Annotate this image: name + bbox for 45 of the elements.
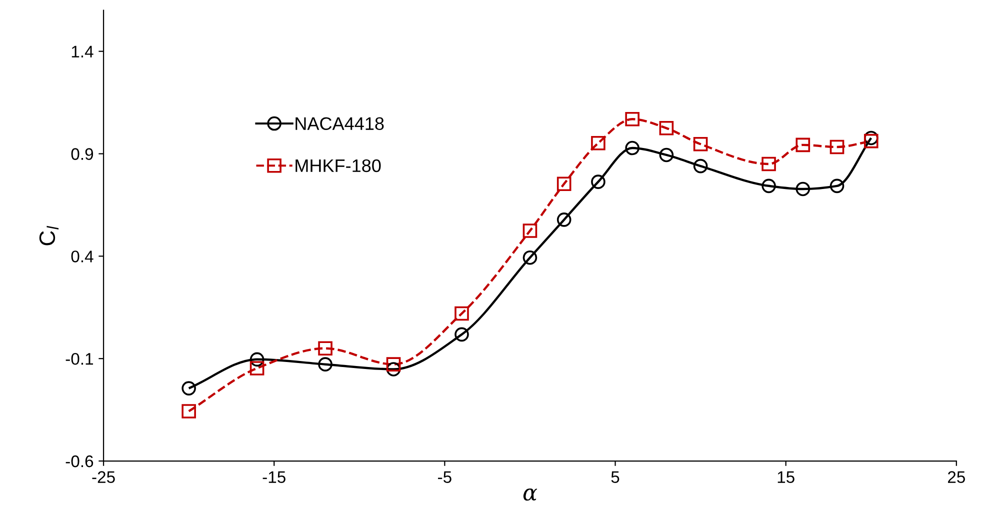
point (659, 120, 674, 136)
point (556, 212, 572, 227)
y-tick-label: -0.6 (66, 455, 94, 468)
point (693, 158, 708, 174)
x-axis-title: α (523, 488, 538, 501)
point (864, 134, 878, 148)
point (625, 112, 640, 126)
point (591, 174, 606, 189)
point (864, 130, 878, 146)
point (182, 404, 196, 418)
point (522, 250, 538, 265)
y-tick-label: -0.1 (66, 353, 93, 365)
y-tick-label: 0.4 (71, 250, 94, 262)
point (318, 357, 332, 372)
point (796, 138, 810, 152)
x-tick-label: 25 (948, 471, 965, 483)
point (386, 362, 401, 376)
x-tick-label: 5 (611, 471, 620, 483)
point (522, 224, 538, 238)
y-tick-label: 1.4 (72, 46, 94, 58)
point (250, 361, 264, 376)
x-tick-label: -25 (92, 471, 115, 483)
x-tick-label: -15 (262, 471, 286, 483)
x-tick-label: 15 (778, 471, 794, 483)
point (830, 140, 844, 154)
legend-label: MHKF-180 (296, 159, 381, 172)
point (796, 182, 810, 196)
point (659, 148, 674, 162)
point (762, 156, 776, 172)
point (762, 178, 776, 194)
point (182, 381, 196, 396)
point (556, 176, 572, 192)
y-tick-label: 0.9 (71, 148, 94, 160)
y-axis-title: C$_{l}$ (39, 226, 59, 246)
x-tick-label: -5 (438, 471, 452, 483)
point (830, 178, 844, 194)
point (625, 140, 640, 156)
point (386, 357, 401, 372)
point (250, 352, 264, 367)
point (591, 136, 606, 150)
legend-label: NACA4418 (296, 117, 384, 130)
point (454, 327, 469, 342)
point (693, 136, 708, 152)
point (454, 306, 469, 321)
point (318, 341, 332, 356)
